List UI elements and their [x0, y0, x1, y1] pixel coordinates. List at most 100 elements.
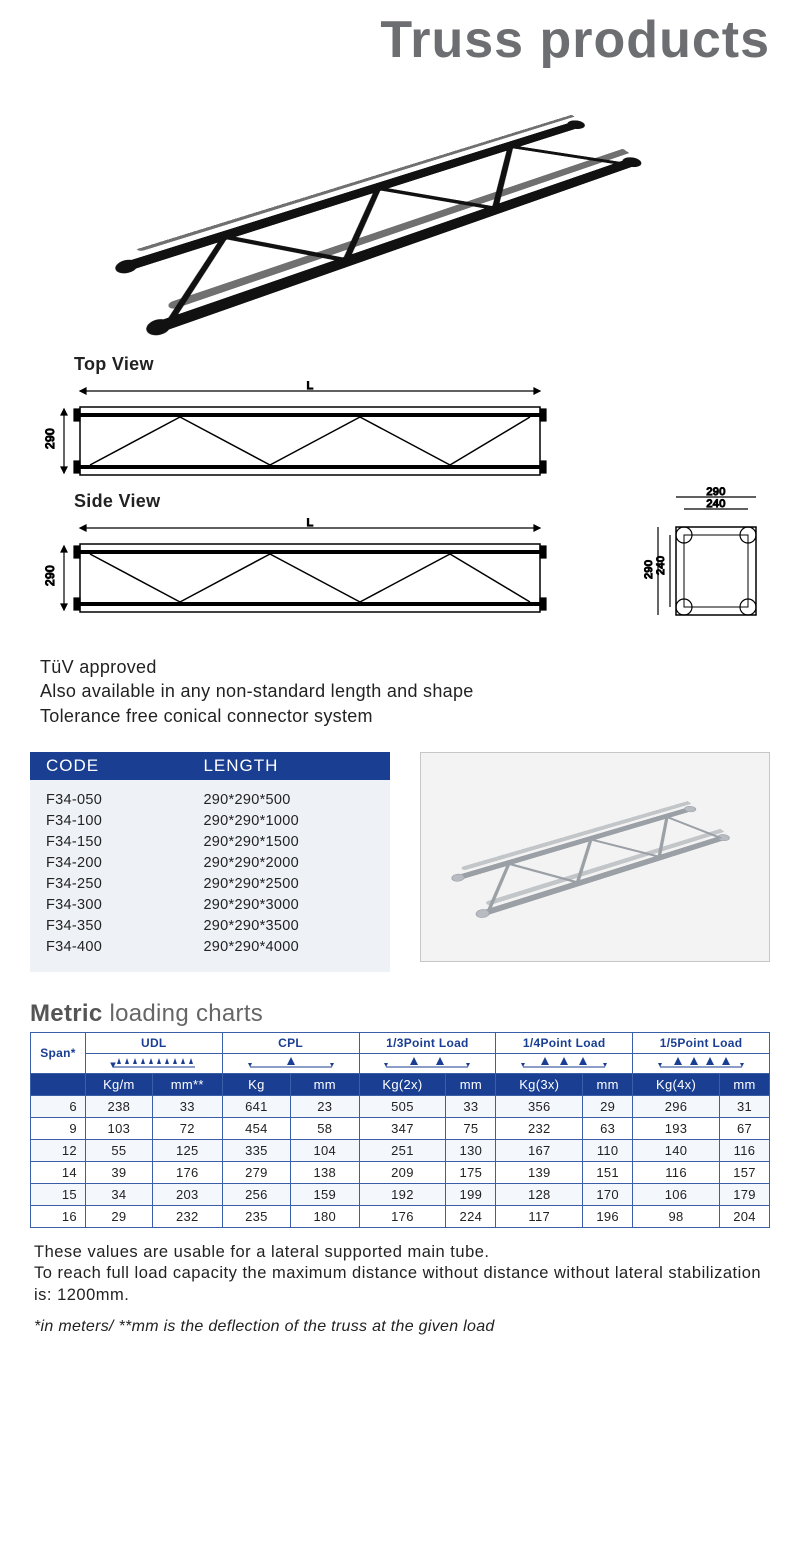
table-cell: 125	[152, 1140, 222, 1162]
page-title: Truss products	[30, 10, 770, 70]
notes: These values are usable for a lateral su…	[34, 1242, 766, 1306]
table-cell: 256	[222, 1184, 290, 1206]
table-cell: 110	[583, 1140, 633, 1162]
table-cell: 139	[496, 1162, 583, 1184]
table-cell: 157	[719, 1162, 769, 1184]
unit-header: mm	[719, 1074, 769, 1096]
table-cell: 179	[719, 1184, 769, 1206]
table-cell: 204	[719, 1206, 769, 1228]
table-cell: 193	[633, 1118, 720, 1140]
quarter-icon	[496, 1054, 633, 1074]
unit-header: Kg(3x)	[496, 1074, 583, 1096]
col-third: 1/3Point Load	[359, 1033, 496, 1054]
table-cell: 232	[496, 1118, 583, 1140]
code-row: F34-050290*290*500	[46, 790, 374, 811]
table-cell: 16	[31, 1206, 86, 1228]
svg-text:L: L	[307, 518, 314, 529]
table-cell: 58	[291, 1118, 359, 1140]
side-view-diagram: 290 L	[30, 518, 550, 618]
table-cell: 167	[496, 1140, 583, 1162]
table-cell: 196	[583, 1206, 633, 1228]
table-cell: 14	[31, 1162, 86, 1184]
metric-title: Metric loading charts	[30, 1000, 770, 1028]
table-row: 62383364123505333562929631	[31, 1096, 770, 1118]
table-cell: 180	[291, 1206, 359, 1228]
table-cell: 176	[359, 1206, 446, 1228]
svg-text:240: 240	[655, 556, 667, 575]
table-cell: 238	[85, 1096, 152, 1118]
table-cell: 9	[31, 1118, 86, 1140]
top-view-label: Top View	[74, 354, 770, 375]
svg-text:290: 290	[43, 565, 57, 586]
dim-290: 290	[43, 428, 57, 449]
unit-header: mm	[291, 1074, 359, 1096]
feature-item: Tolerance free conical connector system	[40, 704, 760, 728]
feature-item: TüV approved	[40, 655, 760, 679]
table-cell: 29	[583, 1096, 633, 1118]
table-cell: 116	[633, 1162, 720, 1184]
top-view-diagram: 290 L	[30, 381, 550, 481]
side-view-label: Side View	[74, 491, 630, 512]
table-cell: 55	[85, 1140, 152, 1162]
unit-header: Kg(2x)	[359, 1074, 446, 1096]
table-cell: 641	[222, 1096, 290, 1118]
col-udl: UDL	[85, 1033, 222, 1054]
table-cell: 296	[633, 1096, 720, 1118]
table-row: 1534203256159192199128170106179	[31, 1184, 770, 1206]
table-cell: 67	[719, 1118, 769, 1140]
col-cpl: CPL	[222, 1033, 359, 1054]
svg-text:240: 240	[706, 498, 725, 510]
cpl-icon	[222, 1054, 359, 1074]
table-cell: 151	[583, 1162, 633, 1184]
table-cell: 39	[85, 1162, 152, 1184]
table-row: 1439176279138209175139151116157	[31, 1162, 770, 1184]
unit-header	[31, 1074, 86, 1096]
table-cell: 505	[359, 1096, 446, 1118]
table-row: 1255125335104251130167110140116	[31, 1140, 770, 1162]
unit-header: Kg/m	[85, 1074, 152, 1096]
col-fifth: 1/5Point Load	[633, 1033, 770, 1054]
hero-truss-image	[30, 70, 770, 350]
col-quarter: 1/4Point Load	[496, 1033, 633, 1054]
table-cell: 140	[633, 1140, 720, 1162]
table-cell: 347	[359, 1118, 446, 1140]
unit-header: Kg(4x)	[633, 1074, 720, 1096]
table-cell: 103	[85, 1118, 152, 1140]
svg-text:290: 290	[706, 487, 725, 498]
code-length-table: CODE LENGTH F34-050290*290*500F34-100290…	[30, 752, 390, 972]
silver-truss-image	[420, 752, 770, 962]
code-row: F34-350290*290*3500	[46, 916, 374, 937]
feature-item: Also available in any non-standard lengt…	[40, 679, 760, 703]
table-cell: 98	[633, 1206, 720, 1228]
code-row: F34-150290*290*1500	[46, 832, 374, 853]
table-cell: 15	[31, 1184, 86, 1206]
table-cell: 209	[359, 1162, 446, 1184]
note-line: These values are usable for a lateral su…	[34, 1242, 766, 1263]
table-row: 162923223518017622411719698204	[31, 1206, 770, 1228]
unit-header: Kg	[222, 1074, 290, 1096]
table-cell: 6	[31, 1096, 86, 1118]
udl-icon	[85, 1054, 222, 1074]
footnote: *in meters/ **mm is the deflection of th…	[34, 1318, 766, 1336]
table-cell: 176	[152, 1162, 222, 1184]
table-cell: 104	[291, 1140, 359, 1162]
code-row: F34-250290*290*2500	[46, 874, 374, 895]
table-cell: 116	[719, 1140, 769, 1162]
code-row: F34-300290*290*3000	[46, 895, 374, 916]
unit-header: mm**	[152, 1074, 222, 1096]
note-line: To reach full load capacity the maximum …	[34, 1263, 766, 1306]
table-cell: 106	[633, 1184, 720, 1206]
table-cell: 175	[446, 1162, 496, 1184]
table-cell: 454	[222, 1118, 290, 1140]
code-row: F34-200290*290*2000	[46, 853, 374, 874]
unit-header: mm	[583, 1074, 633, 1096]
table-cell: 279	[222, 1162, 290, 1184]
loading-chart-table: Span* UDL CPL 1/3Point Load 1/4Point Loa…	[30, 1032, 770, 1228]
unit-header: mm	[446, 1074, 496, 1096]
table-cell: 34	[85, 1184, 152, 1206]
table-cell: 130	[446, 1140, 496, 1162]
code-row: F34-100290*290*1000	[46, 811, 374, 832]
table-cell: 12	[31, 1140, 86, 1162]
table-cell: 251	[359, 1140, 446, 1162]
table-cell: 63	[583, 1118, 633, 1140]
